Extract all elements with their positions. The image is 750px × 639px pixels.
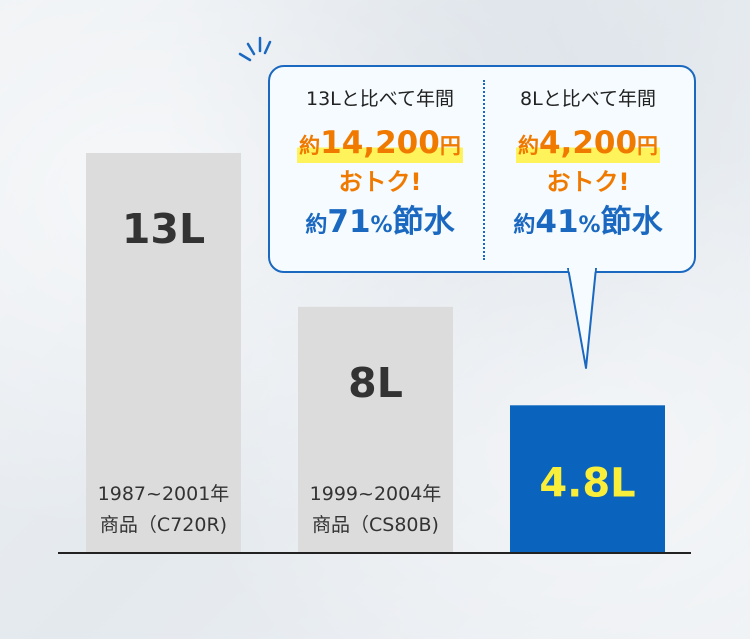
bar-value-label-1: 13L <box>122 205 205 253</box>
left-saving-amount: 約14,200円 <box>297 125 463 163</box>
right-heading: 8Lと比べて年間 <box>520 88 656 110</box>
bar-caption-1-line-1: 1987~2001年 <box>98 483 230 505</box>
bar-caption-1-line-2: 商品（C720R) <box>100 514 227 536</box>
bar-caption-2-line-1: 1999~2004年 <box>310 483 442 505</box>
left-water-saving: 約71%節水 <box>305 204 455 240</box>
sparkle-icon <box>238 36 272 62</box>
right-saving-amount: 約4,200円 <box>515 125 661 163</box>
bar-3 <box>510 405 665 553</box>
bar-1 <box>86 153 241 553</box>
bar-caption-2-line-2: 商品（CS80B) <box>312 514 439 536</box>
bar-2 <box>298 306 453 553</box>
bar-value-label-3: 4.8L <box>539 460 635 506</box>
callout-right-column: 8Lと比べて年間 約4,200円 おトク! 約41%節水 <box>484 84 692 245</box>
left-heading: 13Lと比べて年間 <box>305 88 454 110</box>
callout-divider <box>483 80 485 260</box>
savings-callout <box>268 65 696 273</box>
bar-value-label-2: 8L <box>348 359 403 407</box>
left-otoku-label: おトク! <box>338 168 422 196</box>
right-water-saving: 約41%節水 <box>513 204 663 240</box>
callout-pointer <box>567 268 597 369</box>
right-otoku-label: おトク! <box>546 168 630 196</box>
callout-left-column: 13Lと比べて年間 約14,200円 おトク! 約71%節水 <box>276 84 484 245</box>
